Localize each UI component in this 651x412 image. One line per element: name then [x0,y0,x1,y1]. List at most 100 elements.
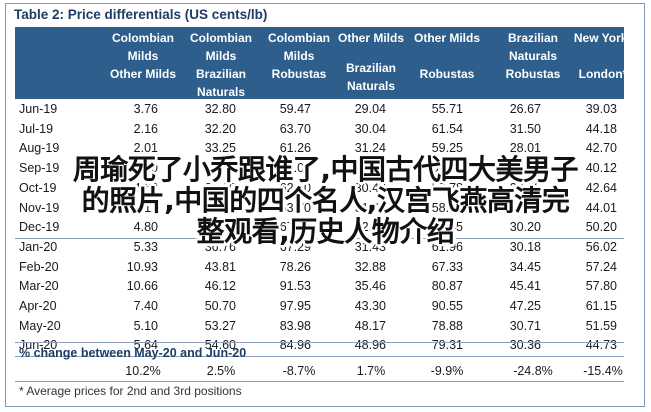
value-cell: 5.33 [133,239,158,254]
table-row: Mar-20 10.66 46.12 91.53 35.46 80.87 45.41 57.8… [15,277,624,297]
value-cell: 30.04 [354,121,386,136]
month-cell: Feb-20 [19,259,59,274]
value-cell: 44.18 [585,121,617,136]
column-header: Brazilian Naturals Robustas [495,29,571,95]
pct-change-label: % change between May-20 and Jun-20 [19,346,247,360]
column-header-line: Other Milds [109,67,176,81]
value-cell: 61.54 [431,121,463,136]
value-cell: 97.95 [279,299,311,313]
column-header-line: Brazilian [345,61,396,75]
value-cell: 53.27 [204,318,236,333]
value-cell: 45.41 [509,279,541,294]
column-header-line: Other Milds [337,31,404,45]
value-cell: 32.20 [204,121,236,136]
value-cell: 61.26 [279,141,311,156]
value-cell: 44.73 [585,338,617,353]
column-header-line [409,47,485,65]
column-header-line: Robustas [271,67,327,81]
value-cell: 32.80 [204,102,236,116]
value-cell: 10.93 [126,259,158,274]
value-cell: 57.24 [585,259,617,274]
value-cell: 58.58 [431,200,463,215]
column-header-line [565,47,641,65]
column-header-line: Milds [205,49,237,63]
column-header: Colombian Milds Robustas [261,29,337,95]
column-header-line: Colombian [268,31,330,45]
value-cell: 84.96 [279,338,311,353]
value-cell: 40.12 [585,161,617,176]
column-header-line: Brazilian [195,67,246,81]
value-cell: 35.46 [354,279,386,294]
value-cell: 31.24 [354,141,386,156]
value-cell: 67.29 [279,239,311,254]
column-header-line: London* [578,67,628,81]
value-cell: 29.04 [354,102,386,116]
table-row: Jun-20 5.64 54.60 84.96 48.96 79.31 30.36 44.73 [15,336,624,358]
overlay-line: 的照片,中国的四个名人,汉宫飞燕高清完 [81,184,570,217]
table-row: Apr-20 7.40 50.70 97.95 43.30 90.55 47.25 61.15 [15,297,624,317]
column-header-line: Naturals [508,49,558,63]
value-cell: 91.53 [279,279,311,294]
column-header-line: Colombian [112,31,174,45]
table-row: Jul-19 2.16 32.20 63.70 30.04 61.54 31.50 44.18 [15,120,624,140]
value-cell: 30.20 [509,220,541,235]
value-cell: 57.80 [585,279,617,294]
month-cell: Sep-19 [19,161,60,176]
value-cell: 31.31 [354,161,386,176]
value-cell: 36.72 [204,200,236,215]
value-cell: 34.45 [509,259,541,274]
pct-change-cell: -24.8% [513,364,553,378]
table-row: May-20 5.10 53.27 83.98 48.17 78.88 30.71 51.59 [15,317,624,337]
table-row: Feb-20 10.93 43.81 78.26 32.88 67.33 34.45 57.2… [15,258,624,278]
value-cell: 48.96 [354,338,386,353]
column-header: Colombian Milds Brazilian Naturals [183,29,259,99]
month-cell: May-20 [19,318,61,333]
value-cell: 43.30 [354,299,386,313]
table-title: Table 2: Price differentials (US cents/l… [14,7,268,22]
month-cell: Dec-19 [19,220,60,235]
column-header-line: New York* [573,31,633,45]
column-header: Colombian Milds Other Milds [105,29,181,95]
value-cell: 32.25 [354,220,386,235]
column-header-line: Colombian [190,31,252,45]
table-header [15,27,624,99]
value-cell: 59.47 [279,102,311,116]
value-cell: 36.76 [204,239,236,254]
value-cell: 32.88 [354,259,386,274]
value-cell: 67.25 [279,220,311,235]
divider [15,342,624,343]
overlay-line: 整观看,历史人物介绍 [196,215,455,248]
pct-change-cell: 10.2% [125,364,161,378]
column-header-line: Brazilian [507,31,558,45]
value-cell: 56.02 [585,239,617,254]
value-cell: 67.33 [431,259,463,274]
value-cell: 30.71 [509,318,541,333]
column-header: Other Milds Brazilian Naturals [333,29,409,95]
pct-change-row: 10.2% 2.5% -8.7% 1.7% -9.9% -24.8% -15.4% [15,362,624,381]
month-cell: Jan-20 [19,239,58,254]
watermark-overlay: 周瑜死了小乔跟谁了,中国古代四大美男子 的照片,中国的四个名人,汉宫飞燕高清完 … [0,154,651,247]
month-cell: Jun-20 [19,338,58,353]
value-cell: 62.45 [431,220,463,235]
month-cell: Mar-20 [19,279,59,294]
value-cell: 25.64 [509,161,541,176]
table-row: Sep-19 3.10 34.41 60.05 31.31 56.95 25.64 40.12 [15,159,624,179]
column-header-line: Naturals [196,85,246,99]
value-cell: 31.60 [354,200,386,215]
column-header-line: Naturals [346,79,396,93]
column-header: Other Milds Robustas [409,29,485,95]
value-cell: 7.40 [133,299,158,313]
footnote: * Average prices for 2nd and 3rd positio… [19,384,242,398]
value-cell: 90.55 [431,299,463,313]
month-cell: Nov-19 [19,200,60,215]
value-cell: 3.76 [133,102,158,116]
value-cell: 30.48 [354,180,386,195]
value-cell: 50.70 [204,299,236,313]
value-cell: 30.18 [509,239,541,254]
column-header-line: Robustas [419,67,475,81]
divider [15,381,624,382]
table-row: Aug-19 2.01 33.25 61.26 31.24 59.25 28.01 42.70 [15,139,624,159]
pct-change-cell: -8.7% [282,364,316,378]
value-cell: 28.01 [509,141,541,156]
column-header: New York* London* [565,29,641,95]
